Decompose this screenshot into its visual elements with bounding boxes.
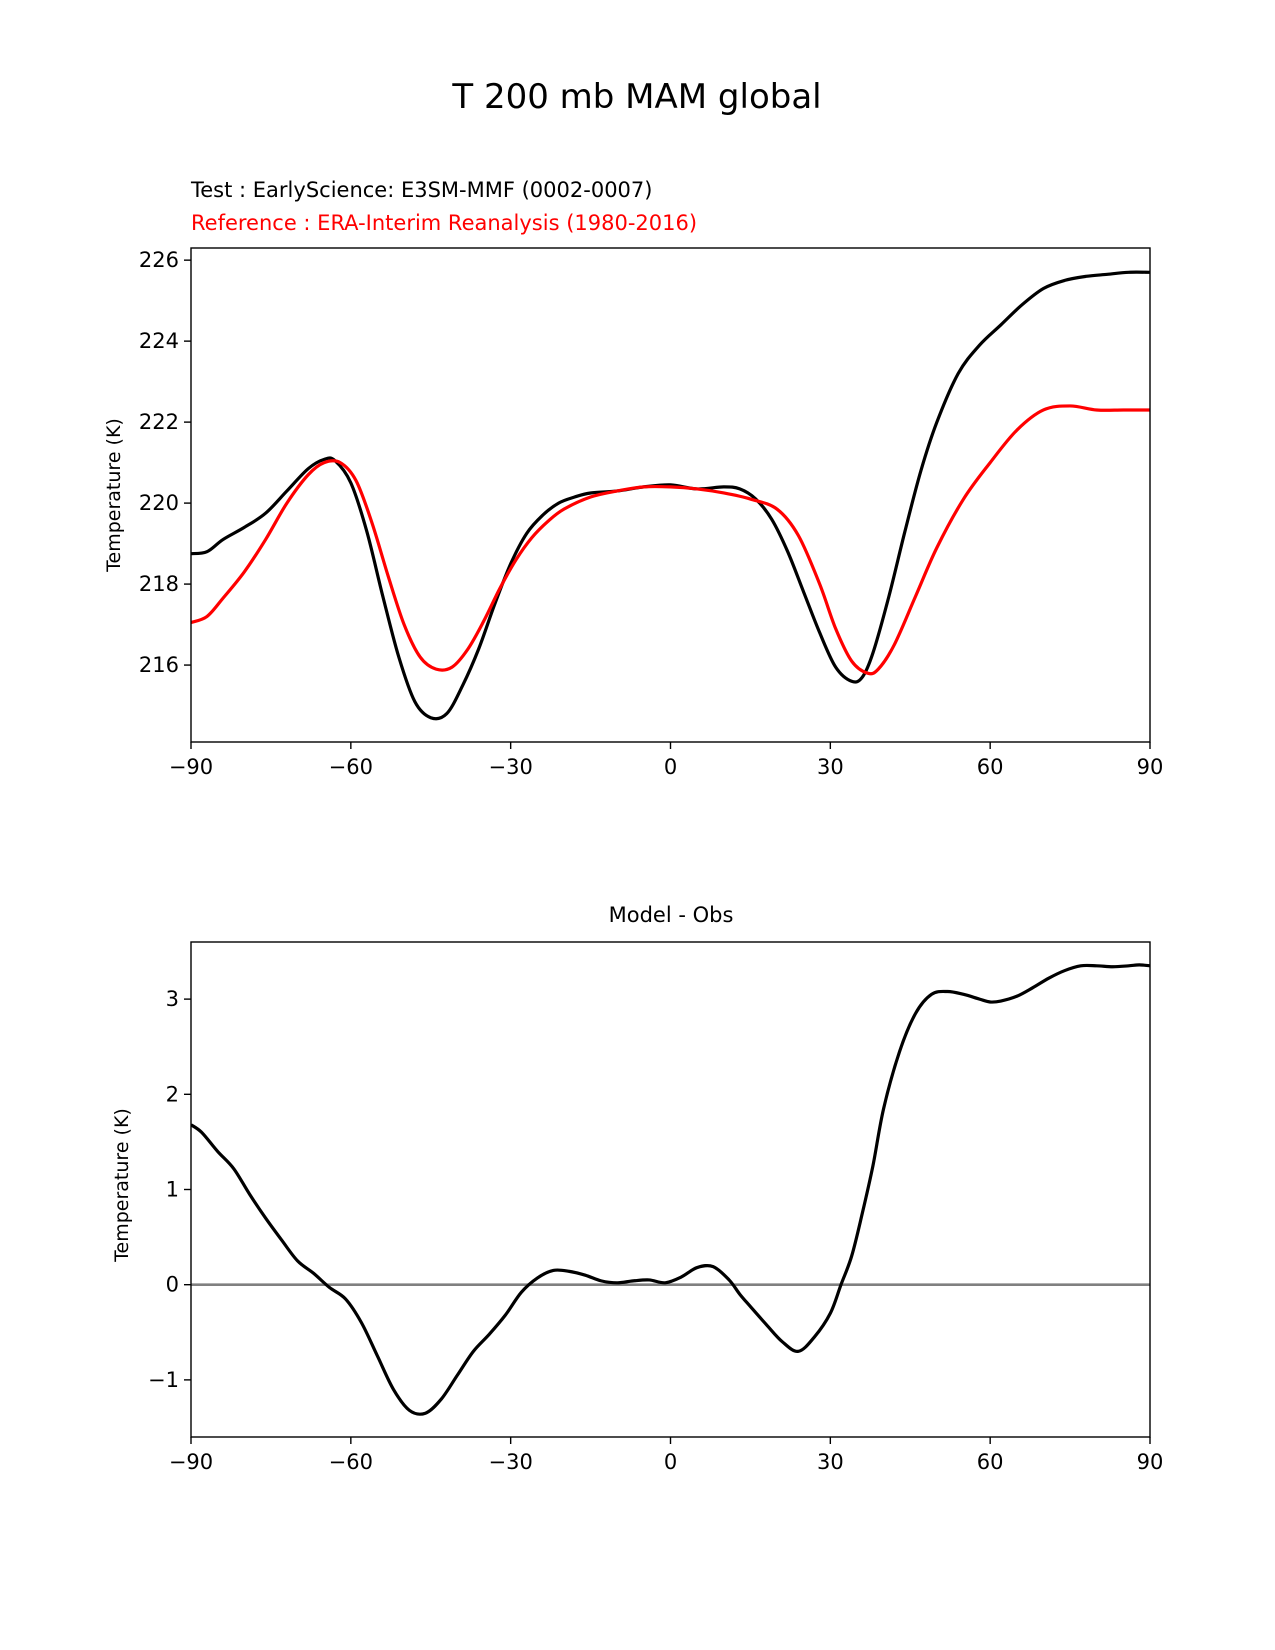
- top-plot-area: −90 −60 −30 0 30 60 90 216 218 220 222 224 226: [139, 247, 1164, 779]
- top-x-tick-label: 60: [977, 755, 1004, 779]
- top-x-tick-label: 0: [664, 755, 677, 779]
- bottom-series-model-obs: [191, 963, 1150, 1416]
- top-y-axis-label: Temperature (K): [103, 418, 125, 573]
- bottom-panel-title: Model - Obs: [609, 903, 734, 927]
- top-panel: Test : EarlyScience: E3SM-MMF (0002-0007…: [103, 178, 1163, 779]
- top-x-tick-label: 90: [1137, 755, 1164, 779]
- top-y-tick-label: 220: [139, 491, 179, 515]
- top-y-tick-label: 222: [139, 410, 179, 434]
- bottom-x-tick-label: 30: [817, 1450, 844, 1474]
- bottom-frame: [190, 941, 1151, 1438]
- top-x-tick-label: −90: [169, 755, 213, 779]
- figure-title: T 200 mb MAM global: [451, 77, 821, 117]
- top-frame: [190, 247, 1151, 743]
- bottom-x-tick-label: 60: [977, 1450, 1004, 1474]
- bottom-x-tick-label: −60: [329, 1450, 373, 1474]
- top-series-test: [191, 270, 1150, 721]
- top-x-tick-label: −30: [489, 755, 533, 779]
- top-x-tick-label: −60: [329, 755, 373, 779]
- bottom-y-tick-label: −1: [148, 1368, 179, 1392]
- bottom-x-tick-label: 90: [1137, 1450, 1164, 1474]
- bottom-y-axis-label: Temperature (K): [111, 1108, 133, 1263]
- top-y-tick-label: 216: [139, 653, 179, 677]
- top-y-tick-label: 226: [139, 248, 179, 272]
- bottom-x-tick-label: −30: [489, 1450, 533, 1474]
- bottom-x-tick-label: 0: [664, 1450, 677, 1474]
- reference-label: Reference : ERA-Interim Reanalysis (1980…: [191, 211, 697, 235]
- bottom-plot-area: −90 −60 −30 0 30 60 90 −1 0 1 2 3: [148, 941, 1164, 1474]
- bottom-x-tick-label: −90: [169, 1450, 213, 1474]
- bottom-y-tick-label: 2: [166, 1082, 179, 1106]
- bottom-panel: Model - Obs Temperature (K) −90 −60 −30 0 30…: [111, 903, 1163, 1474]
- bottom-y-tick-label: 1: [166, 1178, 179, 1202]
- top-y-tick-label: 224: [139, 329, 179, 353]
- test-label: Test : EarlyScience: E3SM-MMF (0002-0007…: [190, 178, 652, 202]
- top-x-tick-label: 30: [817, 755, 844, 779]
- top-series-reference: [191, 404, 1150, 676]
- bottom-y-tick-label: 3: [166, 987, 179, 1011]
- bottom-y-tick-label: 0: [166, 1273, 179, 1297]
- top-y-tick-label: 218: [139, 572, 179, 596]
